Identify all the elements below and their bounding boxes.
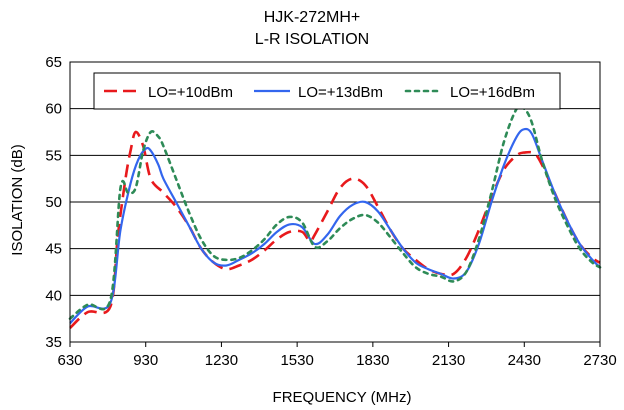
- y-tick-label: 60: [45, 101, 62, 118]
- y-tick-label: 40: [45, 287, 62, 304]
- x-tick-label: 1830: [356, 352, 389, 369]
- chart-title: HJK-272MH+: [264, 9, 360, 26]
- legend: LO=+10dBm LO=+13dBm LO=+16dBm: [93, 72, 561, 110]
- y-tick-labels: 35 40 45 50 55 60 65: [45, 54, 62, 351]
- y-tick-label: 65: [45, 54, 62, 71]
- x-tick-label: 1230: [205, 352, 238, 369]
- legend-box: [93, 72, 561, 110]
- x-tick-label: 2430: [508, 352, 541, 369]
- y-tick-label: 50: [45, 194, 62, 211]
- y-tick-label: 35: [45, 334, 62, 351]
- legend-label-2: LO=+13dBm: [298, 84, 383, 101]
- plot-frame: [69, 61, 601, 343]
- chart-subtitle: L-R ISOLATION: [255, 31, 369, 48]
- y-tick-label: 55: [45, 147, 62, 164]
- y-axis-label: ISOLATION (dB): [9, 144, 26, 255]
- x-tick-labels: 630 930 1230 1530 1830 2130 2430 2730: [57, 342, 617, 369]
- x-tick-label: 930: [133, 352, 158, 369]
- y-tick-label: 45: [45, 241, 62, 258]
- x-tick-label: 630: [57, 352, 82, 369]
- legend-label-3: LO=+16dBm: [450, 84, 535, 101]
- series-line-3: [68, 104, 602, 320]
- legend-label-1: LO=+10dBm: [148, 84, 233, 101]
- series-line-1: [69, 130, 601, 329]
- x-tick-label: 2130: [432, 352, 465, 369]
- series-layer: [68, 104, 602, 329]
- x-tick-label: 1530: [280, 352, 313, 369]
- series-line-2: [69, 127, 601, 325]
- x-tick-label: 2730: [583, 352, 616, 369]
- x-axis-label: FREQUENCY (MHz): [273, 389, 412, 406]
